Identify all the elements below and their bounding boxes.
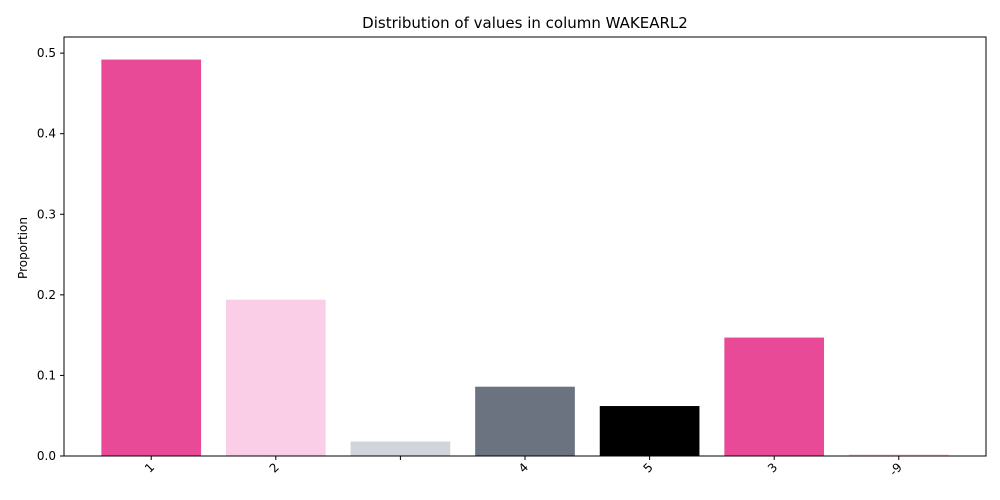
x-tick-label: 5 [640,460,655,475]
bar-2 [350,441,451,456]
bar-4 [599,406,700,456]
x-tick-label: 3 [765,460,780,475]
y-tick-label: 0.0 [37,449,56,463]
chart-title: Distribution of values in column WAKEARL… [362,14,688,32]
x-tick-label: 4 [516,460,531,475]
y-axis-ticks: 0.0 0.1 0.2 0.3 0.4 0.5 [37,46,64,463]
y-tick-label: 0.3 [37,207,56,221]
y-axis-title: Proportion [16,217,30,279]
bar-1 [225,299,326,456]
bar-6 [848,454,949,456]
x-tick-label: -9 [887,460,905,478]
plot-frame [63,36,987,457]
y-tick-label: 0.1 [37,368,56,382]
x-tick-label: 2 [267,460,282,475]
bar-0 [101,59,202,457]
x-tick-label: 1 [142,460,157,475]
y-tick-label: 0.4 [37,127,56,141]
bars-layer [101,59,949,457]
y-tick-label: 0.5 [37,46,56,60]
x-axis-ticks: 1 2 4 5 3 -9 [142,456,905,479]
bar-3 [475,386,575,456]
y-tick-label: 0.2 [37,288,56,302]
bar-5 [724,337,825,456]
